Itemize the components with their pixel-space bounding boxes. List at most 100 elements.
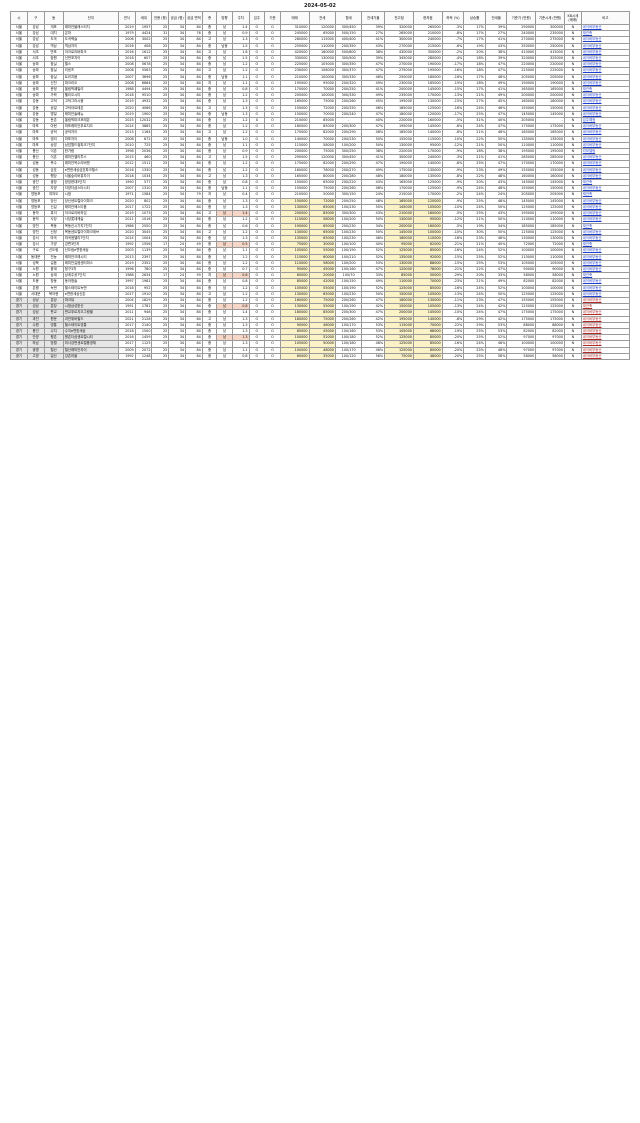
- table-row[interactable]: 서울 성북 길음 래미안길음센터피스 2019 2352 25 34 84 중 남 1.2 O O 1100…: [10, 259, 631, 267]
- table-cell[interactable]: 네이버부동산: [580, 73, 631, 81]
- table-row[interactable]: 서울 노원 상계 상계주공7단지 1988 2634 17 24 59 저 남 0.6 O O 60000 2…: [10, 272, 631, 280]
- table-row[interactable]: 경기 과천 원문 과천위버필드 2021 2128 25 34 84 고 남 1.3 O O 180000 7…: [10, 315, 631, 323]
- table-row[interactable]: 서울 용산 이촌 래미안첼리투스 2015 460 25 34 84 고 남 1.5 O O 290000 1…: [10, 154, 631, 162]
- table-row[interactable]: 서울 동대문 전농 래미안크레시티 2013 2397 25 34 84 중 남 1.2 O O 11500…: [10, 253, 631, 261]
- table-row[interactable]: 서울 광진 광장 광장현대5단지 1990 577 25 34 84 중 남 0.8 O O 150000 6…: [10, 179, 631, 187]
- column-header[interactable]: 하락 (%): [441, 11, 465, 25]
- table-row[interactable]: 서울 송파 신천 파크리오 2008 6864 25 34 84 저 남 1.1 O O 195000 950…: [10, 79, 631, 88]
- table-row[interactable]: 서울 용산 이촌 한가람 1998 2036 25 34 84 중 남 0.9 O O 200000 7500…: [10, 148, 631, 156]
- table-row[interactable]: 서울 송파 잠실 트리지움 2007 3696 25 34 84 중 남동 1.1 O O 210000 10…: [10, 73, 631, 81]
- table-cell[interactable]: 네이버부동산: [580, 334, 631, 342]
- column-header[interactable]: 연식: [117, 11, 136, 25]
- table-cell[interactable]: 네이버부동산: [580, 278, 631, 286]
- table-cell[interactable]: 네이버부동산: [580, 296, 631, 305]
- column-header[interactable]: 동: [43, 11, 64, 25]
- table-cell[interactable]: 네이버부동산: [580, 104, 631, 112]
- column-header[interactable]: 구: [26, 11, 45, 25]
- column-header[interactable]: 시: [10, 11, 28, 25]
- table-cell[interactable]: 네이버부동산: [580, 327, 631, 336]
- table-row[interactable]: 서울 성동 금호 e편한세상금호파크힐스 2016 1330 25 34 84 중 남 1.2 O O 16…: [10, 166, 631, 174]
- column-header[interactable]: 상승률: [463, 11, 486, 25]
- column-header[interactable]: 매매: [279, 11, 310, 25]
- table-row[interactable]: 서울 강동 상일 고덕아르테온 2020 4066 25 34 84 고 남 1.3 O O 155000 7…: [10, 104, 631, 112]
- table-row[interactable]: 경기 광명 철산 철산래미안자이 2009 2072 25 34 84 중 남 1.1 O O 100000…: [10, 346, 631, 354]
- table-row[interactable]: 서울 노원 중계 청구3차 1996 780 25 34 84 중 남 0.7 O O 95000 45000…: [10, 265, 631, 274]
- table-row[interactable]: 경기 하남 망월 미사강변센트럴풍경채 2017 1125 25 34 84 중 남 1.3 O O 105…: [10, 340, 631, 348]
- column-header[interactable]: 입주: [248, 11, 266, 25]
- table-row[interactable]: 서울 강동 고덕 고덕그라시움 2019 4932 25 34 84 중 남 1.3 O O 165000 7…: [10, 98, 631, 106]
- table-cell[interactable]: 입주예정: [580, 117, 631, 125]
- table-cell[interactable]: 네이버부동산: [580, 61, 631, 69]
- table-cell[interactable]: 재건축: [580, 303, 631, 311]
- table-row[interactable]: 서울 송파 문정 올림픽훼밀리 1988 4494 25 34 84 중 남 0.8 O O 170000 7…: [10, 86, 631, 94]
- table-cell[interactable]: 재건축: [580, 272, 631, 280]
- table-cell[interactable]: 네이버부동산: [580, 110, 631, 119]
- table-cell: 325000: [535, 54, 565, 63]
- table-cell[interactable]: 네이버부동산: [580, 340, 631, 348]
- column-header[interactable]: 전고점: [384, 11, 414, 25]
- table-row[interactable]: 서울 마포 아현 마포래미안푸르지오 2014 3885 25 34 84 중 남 1.2 O O 1800…: [10, 123, 631, 131]
- column-header[interactable]: 현저점: [412, 11, 443, 25]
- table-cell[interactable]: 네이버부동산: [580, 92, 631, 100]
- table-row[interactable]: 서울 영등포 당산 당산센트럴아이파크 2020 802 25 34 84 중 남 1.3 O O 1500…: [10, 197, 631, 205]
- table-row[interactable]: 경기 성남 판교 판교푸르지오그랑블 2011 948 25 34 84 중 남 1.4 O O 18000…: [10, 309, 631, 317]
- table-cell[interactable]: 네이버부동산: [580, 23, 631, 32]
- column-header[interactable]: KB시세 (매매): [563, 11, 582, 25]
- table-cell[interactable]: 네이버부동산: [580, 67, 631, 75]
- table-row[interactable]: 서울 영등포 신길 래미안에스티움 2017 1722 25 34 84 중 남 1.3 O O 13000…: [10, 203, 631, 212]
- table-cell[interactable]: 네이버부동산: [580, 352, 631, 360]
- table-cell[interactable]: 네이버부동산: [580, 321, 631, 329]
- table-row[interactable]: 서울 강서 마곡 마곡엠밸리7단지 2014 1004 25 34 84 중 남 1.3 O O 13500…: [10, 234, 631, 243]
- table-row[interactable]: 서울 양천 신정 목동센트럴아이파크위브 2020 3045 25 34 84 고 남 1.2 O O 13…: [10, 228, 631, 236]
- column-header[interactable]: 월세: [334, 11, 363, 25]
- column-header[interactable]: 전세율: [484, 11, 508, 25]
- table-row[interactable]: 서울 강동 둔촌 올림픽파크포레온 2025 12032 25 34 84 중 남 1.2 X O 2100…: [10, 117, 631, 125]
- table-row[interactable]: 서울 동작 사당 사당롯데캐슬 2011 1016 25 34 84 중 남 1.2 O O 115000 5…: [10, 216, 631, 224]
- column-header[interactable]: 방향: [216, 11, 233, 25]
- table-cell[interactable]: 네이버부동산: [580, 253, 631, 261]
- table-row[interactable]: 서울 송파 잠실 리센츠 2008 5563 25 34 84 고 남 1.2 O O 230000 1080…: [10, 67, 631, 75]
- table-cell[interactable]: 네이버부동산: [580, 79, 631, 88]
- table-row[interactable]: 경기 성남 분당 시범삼성한신 1991 1781 25 34 84 중 남 0.8 O O 130000 5…: [10, 303, 631, 311]
- column-header[interactable]: 공급 (평): [168, 11, 187, 25]
- column-header[interactable]: 비고: [580, 11, 631, 25]
- table-row[interactable]: 서울 서초 잠원 신반포자이 2018 607 25 34 84 중 남 1.5 O O 330000 130…: [10, 54, 631, 63]
- table-row[interactable]: 서울 강남 개포 래미안블레스티지 2019 1957 25 34 84 중 남 1.4 O O 31000…: [10, 23, 631, 32]
- table-row[interactable]: 서울 송파 가락 헬리오시티 2018 9510 25 34 84 중 남 1.2 O O 205000 10…: [10, 92, 631, 100]
- column-header[interactable]: 공급 면적: [185, 11, 203, 25]
- table-cell[interactable]: 네이버부동산: [580, 346, 631, 354]
- column-header[interactable]: 기준: [264, 11, 281, 25]
- table-cell[interactable]: 네이버부동산: [580, 315, 631, 323]
- table-cell[interactable]: 네이버부동산: [580, 290, 631, 298]
- table-cell[interactable]: 네이버부동산: [580, 98, 631, 106]
- table-row[interactable]: 서울 마포 상암 상암월드컵파크7단지 2010 725 25 34 84 중 남 1.1 O O 1150…: [10, 141, 631, 150]
- table-row[interactable]: 경기 성남 분당 파크뷰 2004 1829 25 34 84 중 남 1.2 O O 160000 7500…: [10, 296, 631, 305]
- column-header[interactable]: 기준시세 (만원): [535, 11, 565, 25]
- table-row[interactable]: 서울 구로 신도림 신도림e편한세상 2003 1139 25 34 84 중 남 1.1 O O 1050…: [10, 247, 631, 255]
- table-row[interactable]: 서울 강남 도곡 도곡렉슬 2006 3002 25 34 84 고 남 1.3 O O 280000 115…: [10, 36, 631, 44]
- table-cell[interactable]: 네이버부동산: [580, 284, 631, 292]
- table-cell[interactable]: 네이버부동산: [580, 265, 631, 274]
- column-header[interactable]: 주차: [231, 11, 250, 25]
- column-header[interactable]: 전세: [308, 11, 336, 25]
- table-row[interactable]: 경기 수원 영통 힐스테이트영통 2017 2140 25 34 84 중 남 1.3 O O 90000 4…: [10, 321, 631, 329]
- table-cell[interactable]: 네이버부동산: [580, 259, 631, 267]
- column-header[interactable]: 층: [201, 11, 218, 25]
- table-row[interactable]: 서울 송파 잠실 엘스 2008 5678 25 34 84 중 남 1.2 O O 225000 10500…: [10, 61, 631, 69]
- column-header[interactable]: 전용 (평): [151, 11, 170, 25]
- table-row[interactable]: 서울 도봉 창동 동아청솔 1997 1981 25 34 84 중 남 0.8 O O 85000 4200…: [10, 278, 631, 286]
- table-row[interactable]: 경기 안양 평촌 평촌더샵센트럴시티 2016 1459 25 34 84 중 남 1.3 O O 1000…: [10, 334, 631, 342]
- column-header[interactable]: 전세가율: [361, 11, 386, 25]
- table-row[interactable]: 서울 은평 녹번 힐스테이트녹번 2018 952 25 34 84 중 남 1.2 O O 105000 5…: [10, 284, 631, 292]
- table-cell[interactable]: 네이버부동산: [580, 309, 631, 317]
- table-cell[interactable]: 재건축: [580, 86, 631, 94]
- table-row[interactable]: 서울 양천 목동 목동신시가지7단지 1986 2550 25 34 84 중 남 0.6 O O 1900…: [10, 222, 631, 230]
- column-header[interactable]: 기준가 (만원): [506, 11, 537, 25]
- column-header[interactable]: 단지: [62, 11, 119, 25]
- table-row[interactable]: 서울 서초 반포 아크로리버파크 2016 1612 25 34 84 고 남 1.6 O O 420000…: [10, 48, 631, 57]
- table-row[interactable]: 경기 용인 수지 수지e편한세상 2018 1500 25 34 84 중 남 1.3 O O 85000 4…: [10, 327, 631, 336]
- table-row[interactable]: 서울 서대문 북아현 e편한세상신촌 2017 1910 25 34 84 고 남 1.2 O O 1300…: [10, 290, 631, 298]
- column-header[interactable]: 세대: [134, 11, 153, 25]
- table-row[interactable]: 서울 강동 명일 래미안솔베뉴 2019 1900 25 34 84 중 남동 1.3 O O 150000…: [10, 110, 631, 119]
- table-row[interactable]: 경기 고양 일산 강촌마을 1992 1248 25 34 84 중 남 0.8 O O 60000 3500…: [10, 352, 631, 360]
